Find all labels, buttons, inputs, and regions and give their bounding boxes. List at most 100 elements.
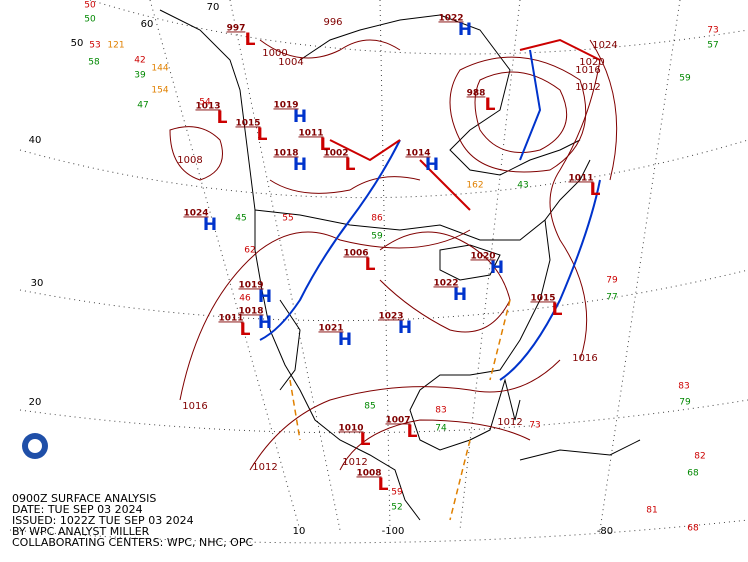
- caption-line: BY WPC ANALYST MILLER: [12, 525, 150, 538]
- station-value: 62: [244, 246, 255, 256]
- station-value: 154: [151, 86, 168, 96]
- pressure-center-value: 1019: [273, 101, 298, 111]
- isobar-label: 1008: [177, 155, 202, 166]
- pressure-center-letter: L: [360, 430, 371, 450]
- station-value: 42: [134, 56, 145, 66]
- pressure-center-letter: H: [338, 330, 352, 350]
- pressure-center-letter: L: [245, 30, 256, 50]
- pressure-center-value: 1014: [405, 149, 430, 159]
- isobar-label: 1012: [252, 462, 277, 473]
- station-value: 81: [646, 506, 657, 516]
- pressure-center-value: 1021: [318, 324, 343, 334]
- graticule-label: -80: [597, 526, 613, 537]
- isobar-label: 1012: [497, 417, 522, 428]
- station-value: 79: [679, 398, 691, 408]
- isobar-label: 1004: [278, 57, 303, 68]
- pressure-center-letter: H: [425, 155, 439, 175]
- station-value: 43: [517, 181, 528, 191]
- troughs: [289, 299, 511, 521]
- pressure-center-letter: L: [240, 320, 251, 340]
- pressure-center-letter: L: [365, 255, 376, 275]
- pressure-center-value: 1010: [338, 424, 363, 434]
- isobar-label: 1012: [575, 82, 600, 93]
- caption-line: COLLABORATING CENTERS: WPC, NHC, OPC: [12, 536, 253, 549]
- station-value: 73: [707, 26, 718, 36]
- pressure-center-letter: H: [398, 318, 412, 338]
- pressure-center-value: 1002: [323, 149, 348, 159]
- pressure-center-value: 1011: [568, 174, 593, 184]
- pressure-center-letter: L: [257, 125, 268, 145]
- graticule-label: 70: [207, 2, 220, 13]
- station-value: 68: [687, 524, 699, 534]
- pressure-center-value: 1024: [183, 209, 208, 219]
- isobars: [169, 39, 618, 471]
- pressure-center-letter: H: [458, 20, 472, 40]
- pressure-center-value: 1023: [378, 312, 403, 322]
- station-value: 68: [687, 469, 699, 479]
- pressure-center-value: 1006: [343, 249, 368, 259]
- isobar-label: 996: [323, 17, 342, 28]
- pressure-center-letter: H: [293, 155, 307, 175]
- pressure-center-letter: L: [345, 155, 356, 175]
- graticule-label: 40: [29, 135, 42, 146]
- pressure-center-value: 1011: [218, 314, 243, 324]
- station-value: 55: [282, 214, 293, 224]
- station-value: 162: [466, 181, 483, 191]
- caption-line: ISSUED: 1022Z TUE SEP 03 2024: [12, 514, 194, 527]
- graticule-label: 60: [141, 19, 154, 30]
- graticule: [9, 0, 748, 544]
- pressure-center-letter: H: [293, 107, 307, 127]
- pressure-center-value: 1013: [195, 102, 220, 112]
- station-value: 144: [151, 64, 168, 74]
- pressure-center-letter: L: [590, 180, 601, 200]
- isobar-label: 1024: [592, 40, 617, 51]
- pressure-center-value: 1015: [530, 294, 555, 304]
- pressure-center-value: 1022: [433, 279, 458, 289]
- pressure-center-value: 1020: [470, 252, 495, 262]
- pressure-center-letter: L: [552, 300, 563, 320]
- caption-line: 0900Z SURFACE ANALYSIS: [12, 492, 156, 505]
- pressure-center-letter: H: [453, 285, 467, 305]
- station-value: 59: [371, 232, 383, 242]
- isobar-label: 1012: [342, 457, 367, 468]
- pressure-center-value: 1007: [385, 416, 410, 426]
- graticule-label: 30: [31, 278, 44, 289]
- station-value: 54: [199, 98, 211, 108]
- pressure-center-value: 997: [227, 24, 246, 34]
- pressure-center-value: 1008: [356, 469, 381, 479]
- station-value: 50: [84, 15, 96, 25]
- pressure-center-letter: L: [217, 108, 228, 128]
- pressure-center-value: 1022: [438, 14, 463, 24]
- isobar-label: 1000: [262, 48, 287, 59]
- coastlines: [159, 9, 641, 521]
- station-value: 83: [678, 382, 689, 392]
- pressure-center-value: 1018: [238, 307, 263, 317]
- station-value: 74: [435, 424, 447, 434]
- station-value: 82: [694, 452, 705, 462]
- caption-line: DATE: TUE SEP 03 2024: [12, 503, 143, 516]
- station-value: 46: [239, 294, 251, 304]
- pressure-center-value: 1015: [235, 119, 260, 129]
- station-value: 86: [371, 214, 383, 224]
- pressure-center-letter: H: [490, 258, 504, 278]
- noaa-logo-center: [28, 439, 42, 453]
- station-value: 59: [391, 488, 403, 498]
- station-value: 85: [364, 402, 375, 412]
- station-value: 57: [707, 41, 718, 51]
- pressure-center-letter: L: [485, 95, 496, 115]
- station-value: 83: [435, 406, 446, 416]
- pressure-center-value: 1011: [298, 129, 323, 139]
- station-value: 47: [137, 101, 148, 111]
- station-value: 50: [84, 1, 96, 11]
- isobar-label: 1016: [575, 65, 600, 76]
- pressure-center-letter: L: [407, 422, 418, 442]
- pressure-center-value: 988: [467, 89, 486, 99]
- pressure-center-value: 1019: [238, 281, 263, 291]
- graticule-label: -100: [382, 526, 405, 537]
- graticule-label: 20: [29, 397, 42, 408]
- fronts: [259, 38, 601, 381]
- pressure-center-value: 1018: [273, 149, 298, 159]
- station-value: 59: [679, 74, 691, 84]
- station-value: 58: [88, 58, 100, 68]
